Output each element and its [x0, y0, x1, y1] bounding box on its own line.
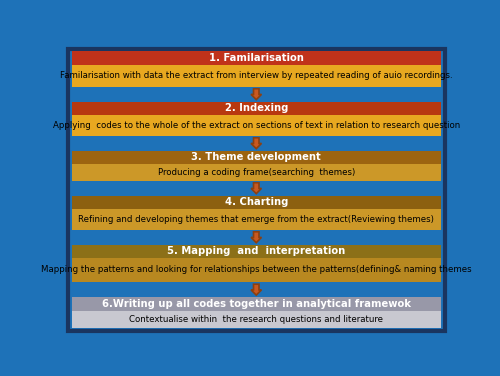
Text: 2. Indexing: 2. Indexing: [224, 103, 288, 113]
FancyBboxPatch shape: [72, 151, 440, 164]
Text: 6.Writing up all codes together in analytical framewok: 6.Writing up all codes together in analy…: [102, 299, 411, 309]
FancyBboxPatch shape: [72, 115, 440, 136]
FancyBboxPatch shape: [72, 297, 440, 311]
Text: 4. Charting: 4. Charting: [224, 197, 288, 207]
FancyBboxPatch shape: [72, 196, 440, 209]
Polygon shape: [251, 138, 262, 149]
Text: Producing a coding frame(searching  themes): Producing a coding frame(searching theme…: [158, 168, 355, 177]
FancyBboxPatch shape: [72, 311, 440, 329]
FancyBboxPatch shape: [72, 209, 440, 230]
Text: Mapping the patterns and looking for relationships between the patterns(defining: Mapping the patterns and looking for rel…: [41, 265, 472, 274]
Text: Applying  codes to the whole of the extract on sections of text in relation to r: Applying codes to the whole of the extra…: [52, 121, 460, 130]
Text: 3. Theme development: 3. Theme development: [192, 152, 321, 162]
FancyBboxPatch shape: [72, 164, 440, 181]
Text: 5. Mapping  and  interpretation: 5. Mapping and interpretation: [167, 246, 346, 256]
Text: 1. Familarisation: 1. Familarisation: [209, 53, 304, 63]
FancyBboxPatch shape: [68, 49, 444, 331]
Polygon shape: [251, 89, 262, 100]
FancyBboxPatch shape: [72, 51, 440, 65]
Text: Familarisation with data the extract from interview by repeated reading of auio : Familarisation with data the extract fro…: [60, 71, 452, 80]
Text: Refining and developing themes that emerge from the extract(Reviewing themes): Refining and developing themes that emer…: [78, 215, 434, 224]
Text: Contextualise within  the research questions and literature: Contextualise within the research questi…: [129, 315, 384, 324]
Polygon shape: [251, 232, 262, 243]
FancyBboxPatch shape: [72, 258, 440, 282]
Polygon shape: [251, 183, 262, 194]
FancyBboxPatch shape: [72, 65, 440, 87]
FancyBboxPatch shape: [72, 245, 440, 258]
Polygon shape: [251, 284, 262, 295]
FancyBboxPatch shape: [72, 102, 440, 115]
